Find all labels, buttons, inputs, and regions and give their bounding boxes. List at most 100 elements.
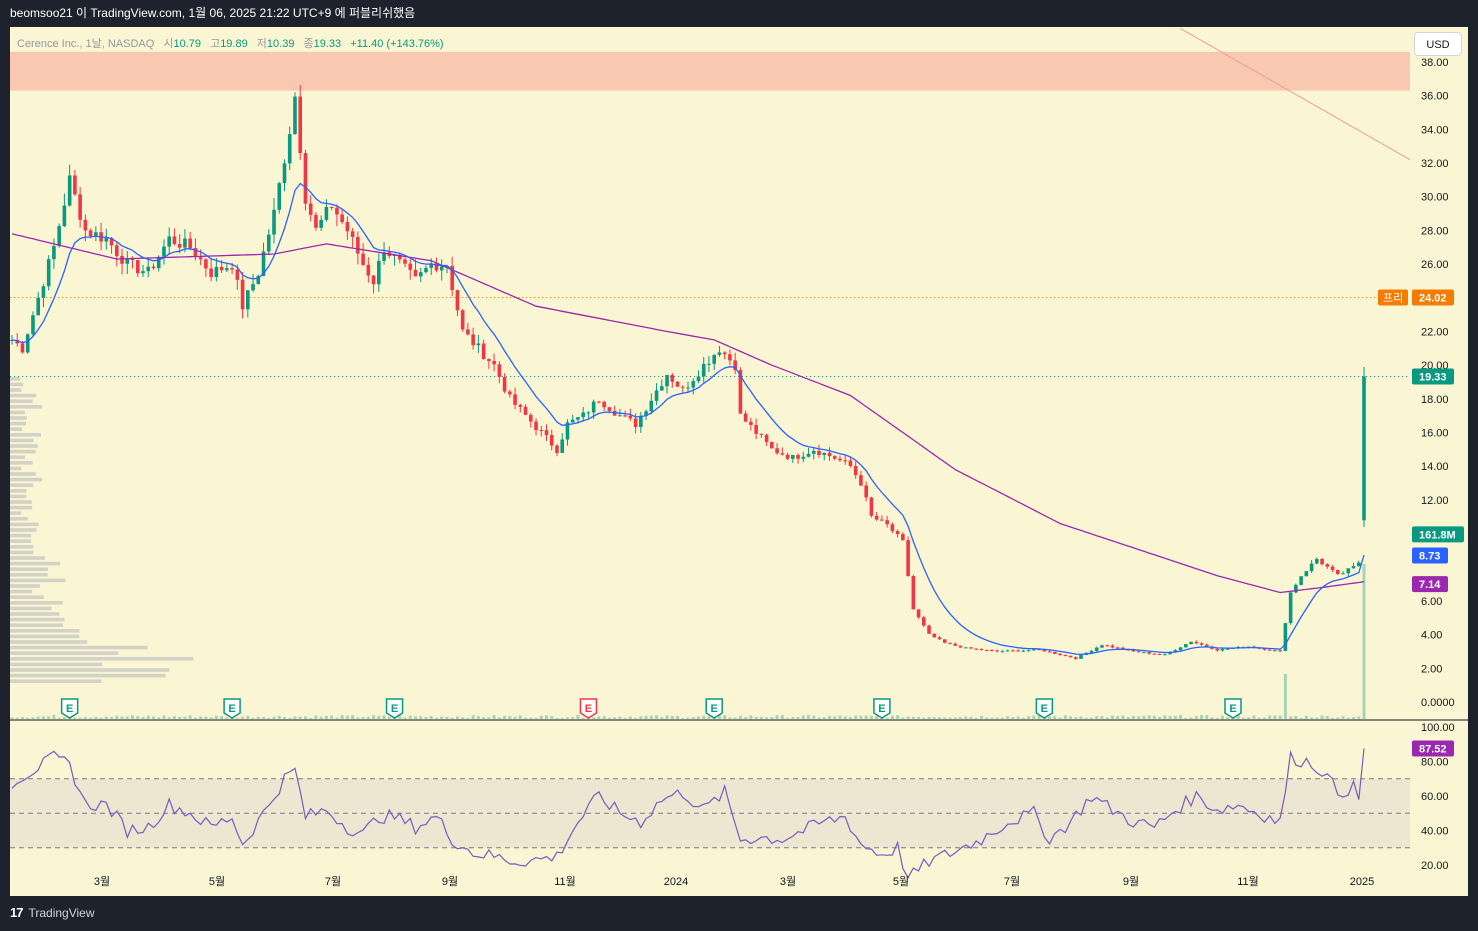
footer-brand[interactable]: 17 TradingView bbox=[10, 903, 95, 923]
volume-bar bbox=[1252, 715, 1256, 719]
chart-frame[interactable]: 38.0036.0034.0032.0030.0028.0026.0024.00… bbox=[10, 27, 1468, 896]
volume-bar bbox=[361, 717, 365, 719]
candle-body bbox=[439, 266, 444, 271]
candle-body bbox=[639, 415, 643, 428]
volume-bar bbox=[503, 715, 507, 719]
volume-profile-bar bbox=[10, 584, 40, 588]
candle-body bbox=[1309, 563, 1314, 572]
volume-bar bbox=[151, 716, 155, 719]
volume-bar bbox=[288, 717, 292, 719]
candle-body bbox=[62, 205, 67, 227]
candle-body bbox=[528, 414, 533, 422]
candle-body bbox=[995, 650, 999, 652]
candle-body bbox=[958, 645, 963, 648]
volume-profile-bar bbox=[10, 545, 34, 549]
legend-symbol[interactable]: Cerence Inc., 1날, NASDAQ bbox=[17, 38, 155, 50]
ma-fast-tag-bg bbox=[1412, 547, 1448, 564]
volume-bar bbox=[550, 716, 554, 719]
candle-body bbox=[1136, 651, 1141, 653]
volume-bar bbox=[94, 717, 98, 719]
volume-bar bbox=[1011, 717, 1015, 719]
volume-profile-bar bbox=[10, 505, 33, 510]
volume-bar bbox=[199, 716, 203, 719]
candle-body bbox=[707, 363, 711, 365]
volume-profile-bar bbox=[10, 578, 66, 583]
candle-body bbox=[518, 404, 523, 407]
volume-bar bbox=[440, 716, 444, 719]
volume-profile-bar bbox=[10, 410, 25, 415]
candle-body bbox=[251, 284, 255, 291]
volume-bar bbox=[932, 717, 936, 719]
volume-bar bbox=[1299, 717, 1303, 719]
candle-body bbox=[492, 360, 496, 365]
candle-body bbox=[1094, 647, 1099, 651]
volume-bar bbox=[565, 717, 569, 719]
rsi-axis-tick: 20.00 bbox=[1421, 860, 1449, 872]
volume-bar bbox=[277, 715, 281, 719]
volume-bar bbox=[1173, 715, 1177, 719]
candle-body bbox=[901, 534, 905, 541]
rsi-value-tag: 87.52 bbox=[1419, 744, 1447, 756]
candle-body bbox=[88, 230, 93, 237]
candle-body bbox=[1330, 566, 1335, 570]
volume-profile-bar bbox=[10, 589, 33, 594]
volume-profile-bar bbox=[10, 606, 52, 611]
candle-body bbox=[811, 450, 816, 454]
candle-body bbox=[471, 334, 475, 346]
volume-bar bbox=[990, 717, 994, 719]
publish-text: beomsoo21 이 TradingView.com, 1월 06, 2025… bbox=[10, 6, 416, 20]
price-axis-tick: 2.00 bbox=[1421, 663, 1442, 675]
candle-body bbox=[1273, 650, 1277, 652]
volume-profile-bar bbox=[10, 601, 63, 605]
candle-body bbox=[356, 236, 360, 254]
volume-bar bbox=[911, 716, 915, 719]
volume-bar bbox=[613, 717, 617, 719]
candle-body bbox=[1178, 647, 1183, 651]
candle-body bbox=[1053, 651, 1057, 654]
candle-body bbox=[429, 263, 434, 268]
price-axis-tick: 26.00 bbox=[1421, 259, 1449, 271]
legend-close: 19.33 bbox=[313, 38, 342, 50]
volume-profile-bar bbox=[10, 466, 22, 471]
price-axis-tick: 18.00 bbox=[1421, 394, 1449, 406]
candle-body bbox=[869, 497, 874, 516]
candle-body bbox=[1100, 645, 1104, 648]
candle-body bbox=[1121, 647, 1125, 650]
candle-body bbox=[1058, 653, 1062, 656]
candle-body bbox=[922, 617, 926, 626]
volume-bar bbox=[670, 716, 674, 719]
candle-body bbox=[219, 266, 224, 271]
candle-body bbox=[817, 450, 821, 456]
candle-body bbox=[256, 275, 261, 285]
candle-body bbox=[487, 359, 491, 361]
chart-canvas[interactable]: 38.0036.0034.0032.0030.0028.0026.0024.00… bbox=[10, 27, 1468, 896]
candle-body bbox=[371, 275, 376, 285]
candle-body bbox=[235, 269, 240, 280]
price-axis-tick: 34.00 bbox=[1421, 124, 1449, 136]
currency-button[interactable]: USD bbox=[1414, 32, 1462, 56]
candle-body bbox=[670, 375, 675, 382]
legend-high: 19.89 bbox=[220, 38, 248, 50]
volume-bar bbox=[303, 716, 307, 719]
volume-profile-bar bbox=[10, 550, 34, 555]
candle-body bbox=[513, 394, 517, 405]
candle-body bbox=[932, 633, 937, 638]
volume-bar bbox=[256, 716, 260, 719]
volume-bar bbox=[1221, 715, 1225, 719]
candle-body bbox=[135, 260, 140, 274]
candle-body bbox=[120, 255, 124, 264]
volume-bar bbox=[141, 716, 145, 719]
candle-body bbox=[1341, 573, 1345, 575]
candle-body bbox=[796, 454, 800, 459]
volume-bar bbox=[99, 717, 103, 719]
volume-bar bbox=[927, 716, 931, 719]
candle-body bbox=[188, 238, 192, 249]
candle-body bbox=[1220, 648, 1225, 651]
volume-bar bbox=[351, 715, 355, 719]
candle-body bbox=[162, 246, 166, 257]
candle-body bbox=[953, 643, 958, 646]
time-axis: 3월 5월 7월 9월 11월 2024 3월 5월 7월 9월 11월 2025 bbox=[94, 875, 1374, 888]
premarket-price-tag: 24.02 bbox=[1419, 292, 1447, 304]
candle-body bbox=[1131, 649, 1136, 652]
volume-bar bbox=[807, 715, 811, 719]
